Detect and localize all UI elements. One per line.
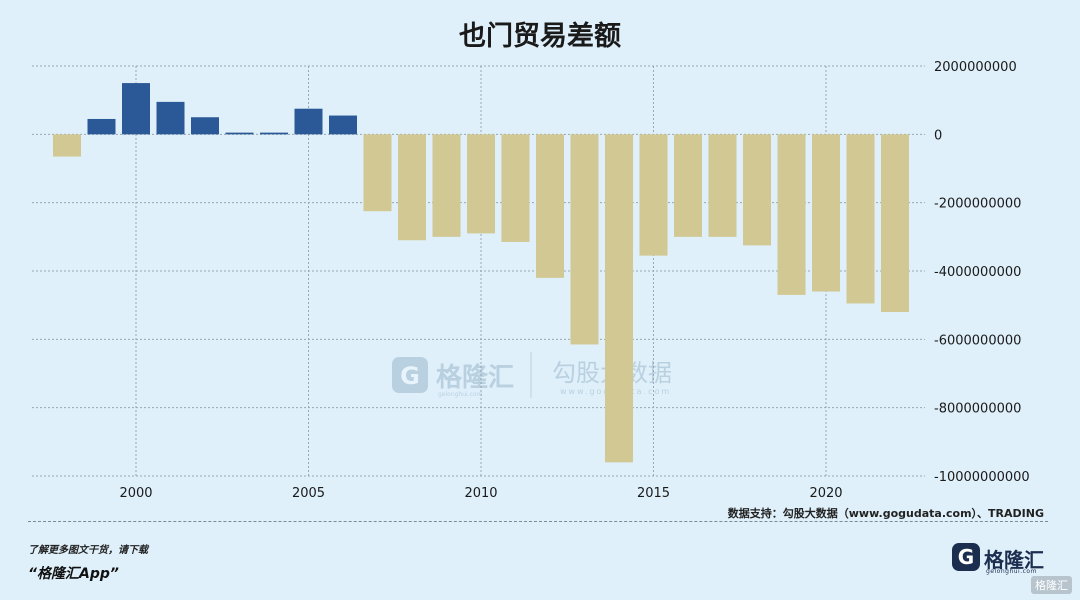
- bar-2003: [225, 132, 254, 135]
- chart-title: 也门贸易差额: [459, 21, 621, 52]
- bar-1999: [87, 118, 116, 135]
- bar-2016: [674, 134, 702, 237]
- data-source-note: 数据支持：勾股大数据（www.gogudata.com）、TRADING: [727, 507, 1044, 520]
- bar-2018: [743, 134, 771, 246]
- logo-subtext: gelonghui.com: [986, 568, 1037, 575]
- bar-2007: [363, 134, 392, 212]
- y-tick-label: -6000000000: [934, 333, 1021, 348]
- bar-2010: [467, 134, 495, 234]
- bar-2019: [777, 134, 806, 295]
- bar-2022: [881, 134, 909, 312]
- bar-2002: [191, 117, 219, 135]
- x-tick-label: 2010: [464, 486, 497, 501]
- bar-1998: [53, 134, 81, 157]
- x-tick-label: 2020: [809, 486, 842, 501]
- bar-2020: [812, 134, 840, 292]
- gelonghui-logo[interactable]: G 格隆汇 gelonghui.com: [952, 541, 1052, 577]
- bar-2017: [708, 134, 737, 237]
- y-tick-label: -8000000000: [934, 402, 1021, 417]
- logo-g-icon: G: [952, 543, 980, 571]
- x-tick-label: 2000: [119, 486, 152, 501]
- x-tick-label: 2015: [637, 486, 670, 501]
- y-tick-label: -10000000000: [934, 470, 1030, 485]
- bar-2006: [329, 115, 357, 135]
- bar-2011: [501, 134, 530, 242]
- bar-2001: [156, 101, 185, 135]
- bar-2012: [536, 134, 564, 278]
- y-axis-tick-labels: 2000000000 0 -2000000000 -4000000000 -600000…: [934, 60, 1030, 485]
- app-name[interactable]: “格隆汇App”: [28, 566, 119, 582]
- bar-2021: [846, 134, 875, 304]
- y-tick-label: -2000000000: [934, 197, 1021, 212]
- bar-2008: [398, 134, 426, 241]
- y-tick-label: 2000000000: [934, 60, 1017, 75]
- bar-2013: [570, 134, 599, 345]
- bar-2015: [639, 134, 668, 256]
- watermark-gelonghui-text: 格隆汇: [436, 362, 514, 393]
- footer-divider: [28, 521, 1048, 522]
- y-tick-label: -4000000000: [934, 265, 1021, 280]
- bar-2014: [605, 134, 633, 463]
- logo-text: 格隆汇: [984, 548, 1044, 572]
- bar-2005: [294, 108, 323, 135]
- x-axis-tick-labels: 2000 2005 2010 2015 2020: [119, 486, 842, 501]
- bar-series: [53, 83, 909, 463]
- watermark-gelonghui-subtext: gelonghui.com: [438, 391, 483, 398]
- svg-text:G: G: [400, 362, 420, 390]
- bar-2000: [122, 83, 150, 135]
- x-tick-label: 2005: [292, 486, 325, 501]
- y-tick-label: 0: [934, 128, 942, 143]
- bar-2009: [432, 134, 461, 237]
- bar-2004: [260, 132, 288, 135]
- corner-watermark-badge: 格隆汇: [1031, 576, 1072, 594]
- download-prompt: 了解更多图文干货，请下载: [28, 545, 148, 556]
